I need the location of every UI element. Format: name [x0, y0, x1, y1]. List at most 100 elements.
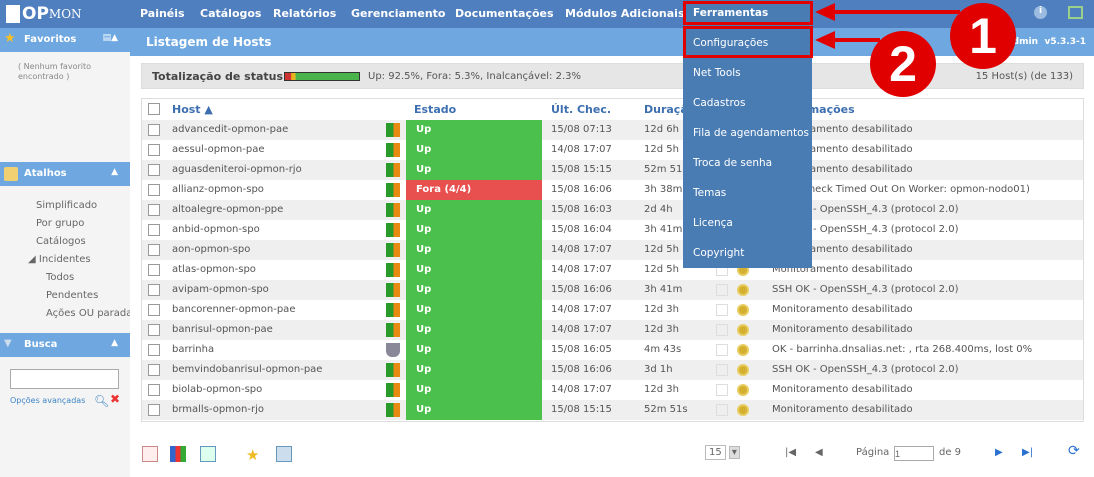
- monitor-icon[interactable]: [737, 364, 749, 376]
- monitor-icon[interactable]: [737, 324, 749, 336]
- row-checkbox[interactable]: [148, 344, 160, 356]
- username[interactable]: admin: [1006, 37, 1038, 47]
- page-input[interactable]: [894, 446, 934, 461]
- row-checkbox[interactable]: [148, 324, 160, 336]
- clear-icon[interactable]: ✖: [110, 392, 121, 406]
- ack-checkbox[interactable]: [716, 364, 728, 376]
- ack-checkbox[interactable]: [716, 404, 728, 416]
- shortcut-incidentes[interactable]: ◢ Incidentes: [28, 254, 91, 265]
- nav-paineis[interactable]: Painéis: [140, 7, 185, 20]
- search-icon[interactable]: 🔍︎: [94, 394, 110, 408]
- info-icon[interactable]: i: [1034, 6, 1047, 19]
- collapse-icon[interactable]: ▲: [111, 167, 118, 177]
- table-row[interactable]: advancedit-opmon-pae Up 15/08 07:13 12d …: [142, 120, 1083, 140]
- ack-checkbox[interactable]: [716, 324, 728, 336]
- menu-configuracoes[interactable]: Configurações: [693, 37, 769, 49]
- table-row[interactable]: atlas-opmon-spo Up 14/08 17:07 12d 5h Mo…: [142, 260, 1083, 280]
- collapse-icon[interactable]: ▲: [111, 338, 118, 348]
- host-name[interactable]: banrisul-opmon-pae: [172, 324, 273, 335]
- opmon-logo[interactable]: OP MON: [6, 4, 82, 24]
- atalhos-header[interactable]: Atalhos ▲: [0, 162, 130, 186]
- host-name[interactable]: allianz-opmon-spo: [172, 184, 264, 195]
- table-row[interactable]: bemvindobanrisul-opmon-pae Up 15/08 16:0…: [142, 360, 1083, 380]
- host-name[interactable]: altoalegre-opmon-ppe: [172, 204, 284, 215]
- nav-catalogos[interactable]: Catálogos: [200, 7, 262, 20]
- refresh-icon[interactable]: ⟳: [1068, 443, 1080, 459]
- nav-documentacoes[interactable]: Documentações: [455, 7, 554, 20]
- row-checkbox[interactable]: [148, 124, 160, 136]
- col-estado[interactable]: Estado: [414, 103, 457, 116]
- table-row[interactable]: altoalegre-opmon-ppe Up 15/08 16:03 2d 4…: [142, 200, 1083, 220]
- menu-licenca[interactable]: Licença: [693, 217, 733, 229]
- host-name[interactable]: avipam-opmon-spo: [172, 284, 269, 295]
- host-name[interactable]: advancedit-opmon-pae: [172, 124, 289, 135]
- host-name[interactable]: anbid-opmon-spo: [172, 224, 260, 235]
- shortcut-por-grupo[interactable]: Por grupo: [36, 218, 85, 229]
- row-checkbox[interactable]: [148, 364, 160, 376]
- host-name[interactable]: aguasdeniteroi-opmon-rjo: [172, 164, 302, 175]
- table-row[interactable]: aon-opmon-spo Up 14/08 17:07 12d 5h Moni…: [142, 240, 1083, 260]
- menu-temas[interactable]: Temas: [693, 187, 727, 199]
- monitor-icon[interactable]: [737, 384, 749, 396]
- table-row[interactable]: aessul-opmon-pae Up 14/08 17:07 12d 5h M…: [142, 140, 1083, 160]
- ack-checkbox[interactable]: [716, 304, 728, 316]
- col-ultchec[interactable]: Últ. Chec.: [551, 103, 612, 116]
- col-host[interactable]: Host ▲: [172, 103, 213, 116]
- ack-checkbox[interactable]: [716, 384, 728, 396]
- host-name[interactable]: bancorenner-opmon-pae: [172, 304, 296, 315]
- row-checkbox[interactable]: [148, 284, 160, 296]
- image-add-icon[interactable]: [276, 446, 292, 462]
- favoritos-header[interactable]: ★ Favoritos ▤▲: [0, 28, 130, 52]
- monitor-icon[interactable]: [737, 344, 749, 356]
- col-duracao[interactable]: Duração: [644, 103, 696, 116]
- busca-header[interactable]: ▼ Busca ▲: [0, 333, 130, 357]
- prev-page-button[interactable]: ◀: [815, 447, 823, 458]
- monitor-icon[interactable]: [737, 404, 749, 416]
- row-checkbox[interactable]: [148, 264, 160, 276]
- menu-copyright[interactable]: Copyright: [693, 247, 745, 259]
- host-name[interactable]: aessul-opmon-pae: [172, 144, 265, 155]
- host-name[interactable]: brmalls-opmon-rjo: [172, 404, 264, 415]
- host-name[interactable]: atlas-opmon-spo: [172, 264, 256, 275]
- menu-troca-senha[interactable]: Troca de senha: [693, 157, 773, 169]
- row-checkbox[interactable]: [148, 244, 160, 256]
- nav-gerenciamento[interactable]: Gerenciamento: [351, 7, 446, 20]
- first-page-button[interactable]: |◀: [785, 447, 797, 458]
- collapse-icon[interactable]: ▤▲: [102, 33, 118, 43]
- fullscreen-icon[interactable]: [1068, 6, 1083, 19]
- nav-modulos-adicionais[interactable]: Módulos Adicionais: [565, 7, 685, 20]
- host-name[interactable]: barrinha: [172, 344, 215, 355]
- row-checkbox[interactable]: [148, 304, 160, 316]
- table-row[interactable]: biolab-opmon-spo Up 14/08 17:07 12d 3h M…: [142, 380, 1083, 400]
- nav-relatorios[interactable]: Relatórios: [273, 7, 337, 20]
- select-all-checkbox[interactable]: [148, 103, 160, 115]
- incidentes-pendentes[interactable]: Pendentes: [46, 290, 99, 301]
- row-checkbox[interactable]: [148, 404, 160, 416]
- row-checkbox[interactable]: [148, 224, 160, 236]
- table-row[interactable]: anbid-opmon-spo Up 15/08 16:04 3h 41m SS…: [142, 220, 1083, 240]
- menu-ferramentas[interactable]: Ferramentas: [693, 7, 769, 19]
- incidentes-acoes-paradas[interactable]: Ações OU paradas: [46, 308, 130, 319]
- next-page-button[interactable]: ▶: [995, 447, 1003, 458]
- shortcut-catalogos[interactable]: Catálogos: [36, 236, 86, 247]
- table-row[interactable]: aguasdeniteroi-opmon-rjo Up 15/08 15:15 …: [142, 160, 1083, 180]
- export-icon[interactable]: [200, 446, 216, 462]
- favorite-add-icon[interactable]: ★: [246, 446, 260, 464]
- table-row[interactable]: brmalls-opmon-rjo Up 15/08 15:15 52m 51s…: [142, 400, 1083, 420]
- monitor-icon[interactable]: [737, 284, 749, 296]
- row-checkbox[interactable]: [148, 384, 160, 396]
- row-checkbox[interactable]: [148, 164, 160, 176]
- page-size-select[interactable]: 15 ▾: [705, 445, 740, 460]
- row-checkbox[interactable]: [148, 204, 160, 216]
- menu-net-tools[interactable]: Net Tools: [693, 67, 741, 79]
- table-row[interactable]: barrinha Up 15/08 16:05 4m 43s OK - barr…: [142, 340, 1083, 360]
- row-checkbox[interactable]: [148, 184, 160, 196]
- advanced-options-link[interactable]: Opções avançadas: [10, 396, 86, 405]
- monitor-icon[interactable]: [737, 304, 749, 316]
- shortcut-simplificado[interactable]: Simplificado: [36, 200, 98, 211]
- table-row[interactable]: avipam-opmon-spo Up 15/08 16:06 3h 41m S…: [142, 280, 1083, 300]
- menu-cadastros[interactable]: Cadastros: [693, 97, 746, 109]
- host-name[interactable]: biolab-opmon-spo: [172, 384, 263, 395]
- ack-checkbox[interactable]: [716, 284, 728, 296]
- incidentes-todos[interactable]: Todos: [46, 272, 75, 283]
